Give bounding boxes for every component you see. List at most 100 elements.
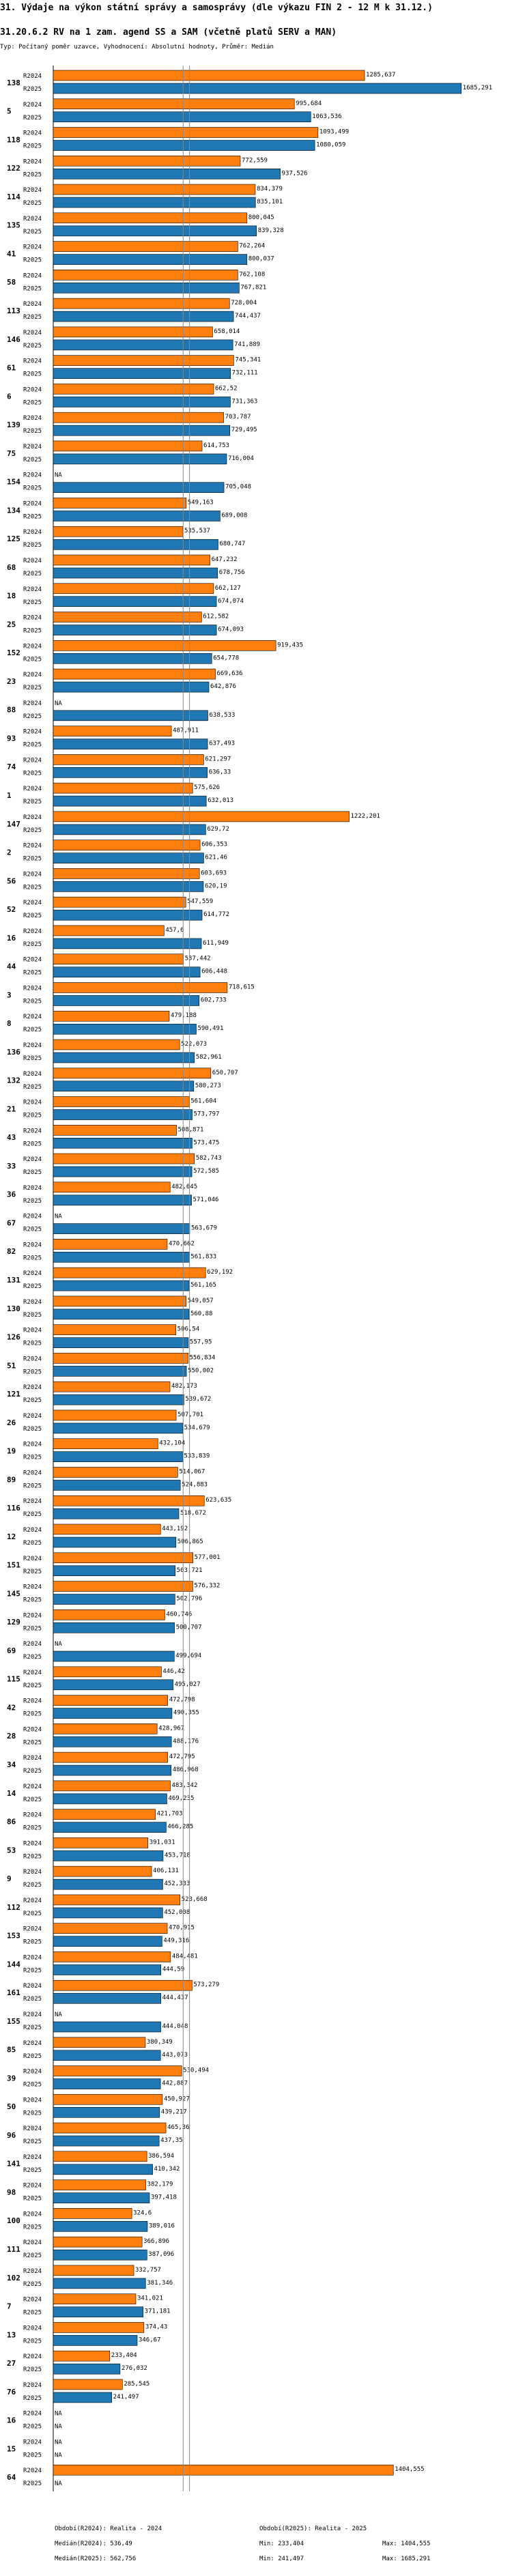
bar-r2024 <box>53 1523 161 1535</box>
bar-r2025 <box>53 596 217 607</box>
bar-r2024 <box>53 526 184 537</box>
bar-r2024 <box>53 1324 176 1335</box>
series-label: R2024 <box>23 1954 42 1961</box>
series-label: R2024 <box>23 1612 42 1619</box>
group-label: 112 <box>7 1903 20 1912</box>
series-label: R2024 <box>23 330 42 337</box>
value-label: 499,694 <box>175 1652 201 1659</box>
value-label: 654,778 <box>213 655 239 661</box>
bar-r2024 <box>53 1381 171 1392</box>
bar-r2025 <box>53 83 462 94</box>
value-label: 705,048 <box>225 484 251 491</box>
series-label: R2025 <box>23 1882 42 1889</box>
value-label: 470,662 <box>169 1240 195 1247</box>
value-label: 919,435 <box>277 642 303 648</box>
value-label: 636,33 <box>209 769 231 775</box>
series-label: R2024 <box>23 2297 42 2304</box>
value-label: 472,795 <box>169 1754 195 1760</box>
series-label: R2024 <box>23 643 42 650</box>
value-label: 561,165 <box>190 1282 216 1289</box>
bar-r2024 <box>53 925 165 936</box>
footer-median-2024: Medián(R2024): 536,49 <box>55 2541 132 2547</box>
series-label: R2024 <box>23 2040 42 2047</box>
series-label: R2025 <box>23 2366 42 2373</box>
value-label: 380,349 <box>147 2039 173 2046</box>
footer-max-2024: Max: 1404,555 <box>382 2541 431 2547</box>
bar-r2025 <box>53 111 311 123</box>
group-label: 16 <box>7 2416 16 2425</box>
group-label: 34 <box>7 1760 16 1769</box>
value-label: 410,342 <box>154 2166 180 2173</box>
series-label: R2025 <box>23 1853 42 1860</box>
bar-r2025 <box>53 1223 190 1234</box>
value-label: 470,915 <box>169 1925 195 1932</box>
value-label: 718,615 <box>229 984 255 990</box>
bar-r2024 <box>53 1923 168 1934</box>
bar-r2025 <box>53 2106 160 2118</box>
value-label: 662,127 <box>215 585 241 592</box>
series-label: R2024 <box>23 1498 42 1505</box>
series-label: R2025 <box>23 2252 42 2259</box>
bar-r2025 <box>53 1023 197 1035</box>
series-label: R2024 <box>23 244 42 251</box>
series-label: R2025 <box>23 2024 42 2031</box>
bar-r2024 <box>53 2093 163 2105</box>
value-label: 533,839 <box>184 1453 210 1460</box>
bar-r2025 <box>53 1422 183 1434</box>
bar-r2025 <box>53 795 207 807</box>
group-label: 7 <box>7 2302 12 2311</box>
series-label: R2025 <box>23 1426 42 1433</box>
series-label: R2025 <box>23 599 42 606</box>
group-label: 111 <box>7 2245 20 2254</box>
series-label: R2024 <box>23 158 42 165</box>
group-label: 26 <box>7 1418 16 1427</box>
value-label: 406,131 <box>153 1867 179 1874</box>
series-label: R2024 <box>23 2211 42 2218</box>
series-label: R2024 <box>23 1270 42 1277</box>
value-label: 534,679 <box>184 1425 210 1431</box>
bar-r2024 <box>53 554 210 566</box>
bar-r2024 <box>53 1267 206 1278</box>
group-label: 43 <box>7 1133 16 1142</box>
bar-r2025 <box>53 2221 148 2232</box>
series-label: R2024 <box>23 130 42 137</box>
bar-r2024 <box>53 2293 137 2304</box>
na-label: NA <box>55 1214 62 1220</box>
series-label: R2025 <box>23 285 42 292</box>
bar-r2025 <box>53 739 208 749</box>
value-label: 1285,637 <box>366 72 395 78</box>
group-label: 8 <box>7 1019 12 1028</box>
bar-r2024 <box>53 1353 188 1364</box>
value-label: 728,004 <box>231 300 257 306</box>
bar-r2024 <box>53 1124 177 1136</box>
value-label: 514,067 <box>179 1468 205 1475</box>
bar-r2025 <box>53 1850 164 1861</box>
series-label: R2024 <box>23 1527 42 1534</box>
value-label: 1404,555 <box>395 2466 424 2473</box>
value-label: 561,833 <box>190 1253 216 1260</box>
value-label: 444,59 <box>162 1966 185 1973</box>
group-label: 18 <box>7 592 16 601</box>
series-label: R2025 <box>23 1825 42 1832</box>
value-label: 324,6 <box>133 2209 152 2216</box>
group-label: 118 <box>7 135 20 144</box>
group-label: 33 <box>7 1162 16 1171</box>
value-label: 488,176 <box>173 1738 199 1745</box>
series-label: R2025 <box>23 827 42 834</box>
series-label: R2025 <box>23 799 42 805</box>
series-label: R2024 <box>23 1185 42 1192</box>
value-label: 386,594 <box>148 2153 174 2160</box>
value-label: 465,36 <box>167 2124 190 2131</box>
value-label: 391,031 <box>150 1839 175 1846</box>
series-label: R2025 <box>23 1625 42 1632</box>
group-label: 134 <box>7 506 20 515</box>
group-label: 64 <box>7 2473 16 2482</box>
series-label: R2025 <box>23 257 42 264</box>
series-label: R2025 <box>23 2138 42 2145</box>
na-label: NA <box>55 2480 62 2487</box>
value-label: 995,684 <box>296 100 322 107</box>
bar-r2025 <box>53 2164 153 2175</box>
bar-r2025 <box>53 567 218 579</box>
value-label: 442,887 <box>162 2080 188 2087</box>
bar-r2024 <box>53 2151 147 2162</box>
